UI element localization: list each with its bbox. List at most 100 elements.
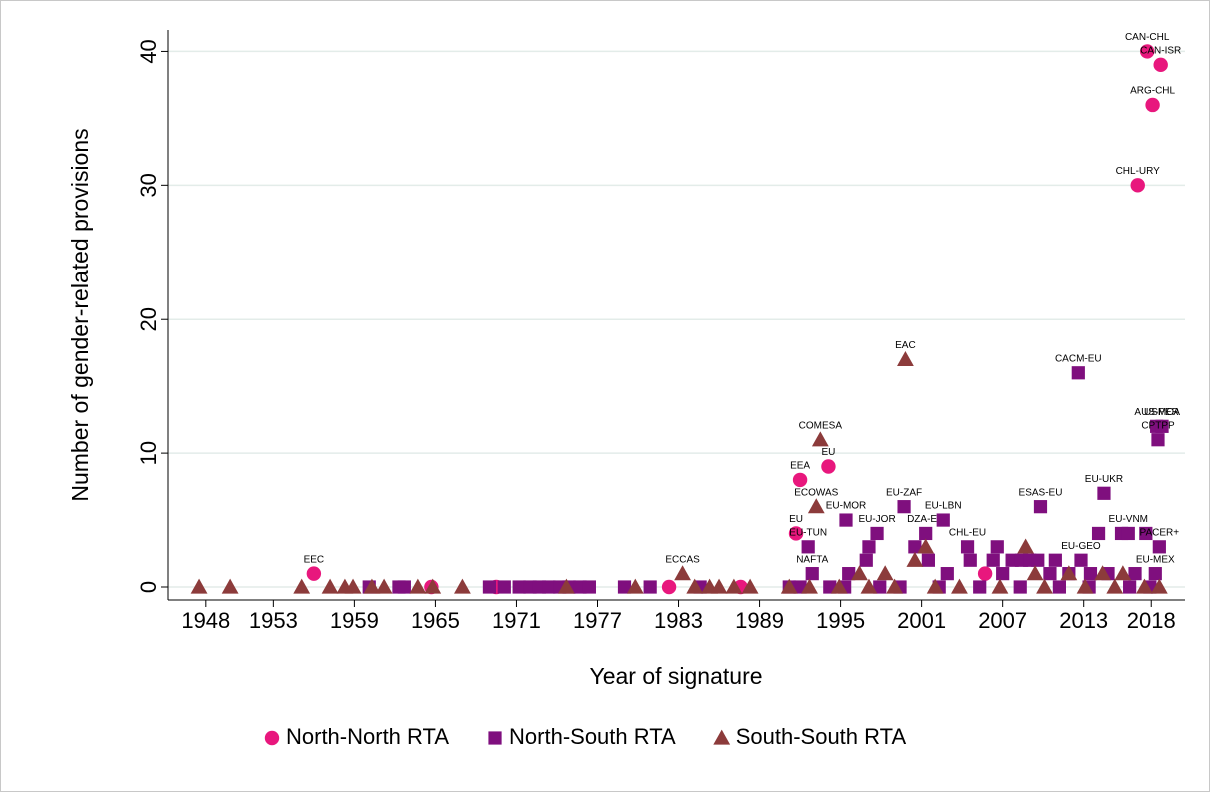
- point: [741, 578, 759, 594]
- point-label: COMESA: [799, 420, 843, 431]
- point-label: CAN-CHL: [1125, 32, 1170, 43]
- point: [917, 538, 935, 554]
- point: [497, 580, 511, 594]
- point: [542, 580, 556, 594]
- point-label: EU-MEX: [1136, 554, 1175, 565]
- point-label: EAC: [895, 340, 916, 351]
- x-tick-label: 1983: [654, 608, 703, 633]
- point: [293, 578, 311, 594]
- point-label: EU-UKR: [1085, 474, 1123, 485]
- point: [859, 553, 873, 567]
- point: [1048, 553, 1062, 567]
- point: [1139, 44, 1155, 59]
- point: [1026, 565, 1044, 581]
- point: [1097, 486, 1111, 500]
- x-tick-label: 1948: [181, 608, 230, 633]
- point: [1043, 567, 1057, 581]
- point: [626, 578, 644, 594]
- point: [1139, 526, 1153, 541]
- point: [921, 553, 935, 567]
- point-label: EU-MOR: [826, 501, 867, 512]
- point: [686, 578, 704, 594]
- point: [986, 553, 1000, 567]
- point: [1128, 567, 1142, 581]
- point: [963, 553, 977, 567]
- point: [1150, 578, 1168, 594]
- point: [990, 540, 1004, 554]
- point-label: CACM-EU: [1055, 353, 1102, 364]
- point-label: ARG-CHL: [1130, 86, 1175, 97]
- legend-marker: [488, 731, 502, 745]
- point-label: DZA-EU: [907, 514, 944, 525]
- x-tick-label: 2018: [1127, 608, 1176, 633]
- x-tick-label: 1989: [735, 608, 784, 633]
- point: [908, 540, 922, 554]
- x-axis-title: Year of signature: [589, 663, 762, 689]
- point: [886, 578, 904, 594]
- point: [805, 567, 819, 581]
- point: [830, 578, 848, 594]
- point-label: NAFTA: [796, 554, 828, 565]
- point-label: EEA: [790, 461, 810, 472]
- point-label: USMCA: [1144, 407, 1180, 418]
- point: [801, 578, 818, 594]
- point-label: EU-VNM: [1109, 514, 1148, 525]
- point: [1148, 567, 1162, 581]
- point: [919, 526, 933, 541]
- point: [821, 459, 836, 474]
- x-tick-label: 2001: [897, 608, 946, 633]
- y-tick-label: 0: [136, 581, 161, 593]
- point: [788, 526, 804, 541]
- legend-marker: [264, 730, 280, 746]
- point: [617, 580, 632, 594]
- point: [1031, 553, 1045, 567]
- point: [862, 540, 876, 554]
- point: [643, 580, 657, 594]
- point-label: CPTPP: [1141, 420, 1175, 431]
- point: [344, 578, 362, 594]
- point: [221, 578, 239, 594]
- point-label: CHL-EU: [949, 527, 986, 538]
- point: [1151, 433, 1165, 447]
- point-label: EU-LBN: [925, 501, 962, 512]
- point: [1145, 97, 1160, 113]
- point: [973, 580, 987, 594]
- point: [1153, 57, 1168, 73]
- point: [1114, 565, 1132, 581]
- point: [1074, 553, 1088, 567]
- x-tick-label: 1995: [816, 608, 865, 633]
- point: [1076, 578, 1094, 594]
- point: [1106, 578, 1124, 594]
- point: [1130, 178, 1145, 193]
- y-tick-label: 40: [136, 39, 161, 63]
- point: [1033, 500, 1048, 514]
- point: [870, 526, 884, 541]
- x-tick-label: 1965: [411, 608, 460, 633]
- point-label: EU-TUN: [789, 527, 827, 538]
- point: [558, 578, 575, 594]
- point: [792, 472, 808, 488]
- point: [190, 578, 208, 594]
- point: [873, 580, 887, 594]
- point: [710, 578, 728, 594]
- x-tick-label: 1959: [330, 608, 379, 633]
- point-label: EU-ZAF: [886, 487, 922, 498]
- point-label: ECCAS: [665, 554, 700, 565]
- point-label: AUS-PER: [1134, 407, 1178, 418]
- point-label: CAN-ISR: [1140, 45, 1181, 56]
- point-label: EU-JOR: [858, 514, 895, 525]
- point-label: EU-GEO: [1061, 541, 1101, 552]
- point: [926, 578, 944, 594]
- point-label: ESAS-EU: [1019, 487, 1063, 498]
- point: [991, 578, 1009, 594]
- y-tick-label: 20: [136, 307, 161, 331]
- point: [725, 578, 743, 594]
- point: [842, 567, 856, 581]
- point: [851, 565, 868, 581]
- point: [977, 566, 993, 581]
- legend-label: South-South RTA: [736, 724, 907, 749]
- point: [1017, 538, 1035, 554]
- x-tick-label: 1953: [249, 608, 298, 633]
- point: [424, 578, 442, 594]
